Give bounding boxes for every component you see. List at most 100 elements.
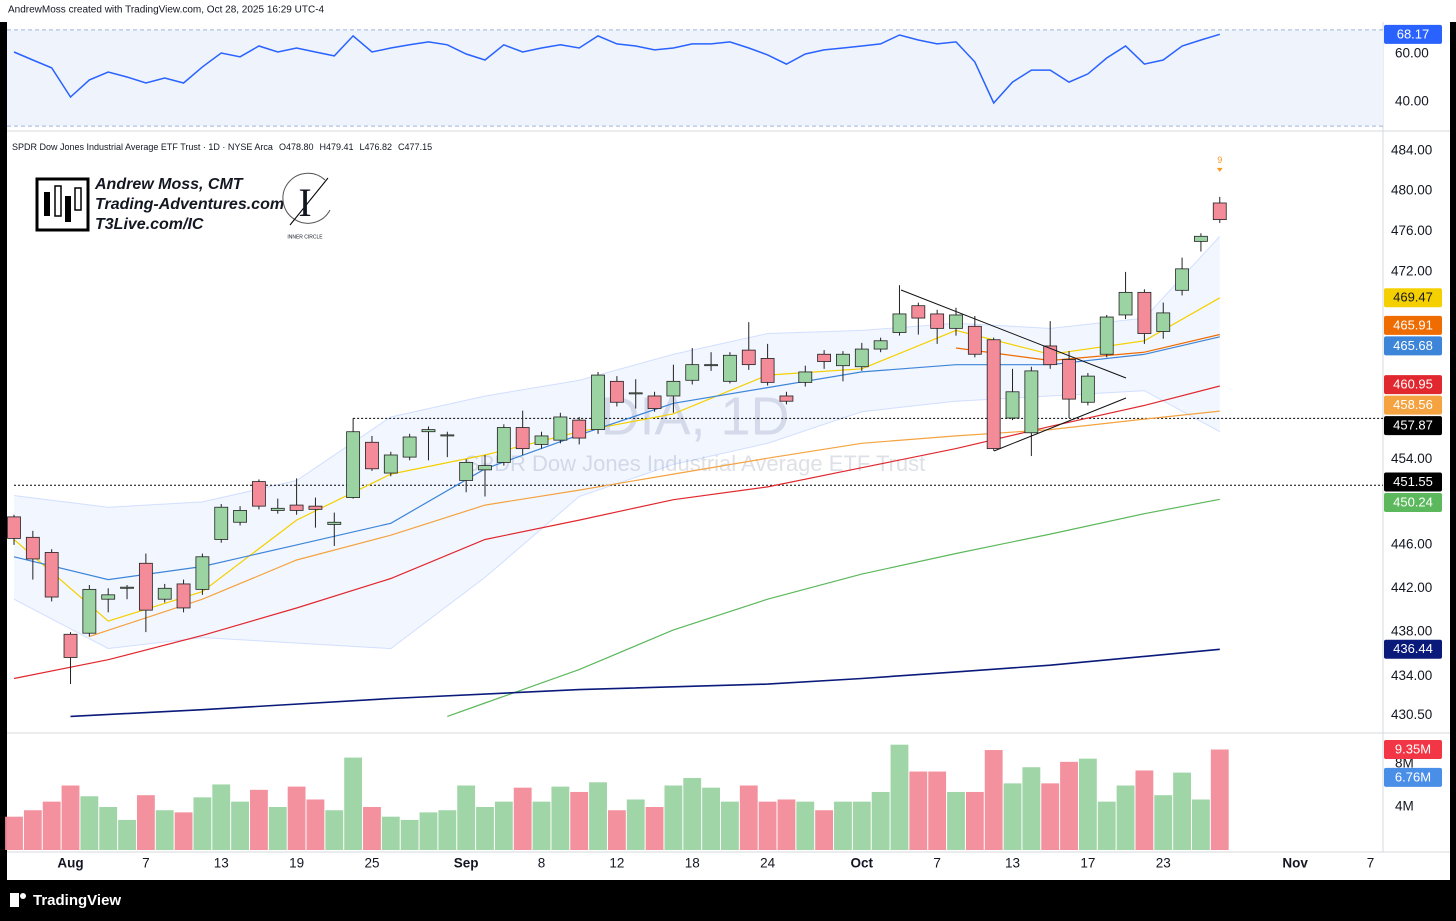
price-tag-label: 469.47 xyxy=(1393,290,1433,305)
candle-body xyxy=(741,349,756,366)
legend-name: SPDR Dow Jones Industrial Average ETF Tr… xyxy=(12,142,273,152)
volume-bar xyxy=(777,799,796,850)
volume-bar xyxy=(815,810,834,850)
candle-body xyxy=(704,364,718,367)
candle-body xyxy=(836,353,850,367)
candle-body xyxy=(892,313,907,333)
candle-body xyxy=(666,380,681,397)
y-tick-label: 484.00 xyxy=(1391,143,1432,158)
candle-body xyxy=(854,348,869,368)
volume-bar xyxy=(1116,785,1135,850)
logo-candle xyxy=(65,196,71,222)
price-plot xyxy=(7,196,1383,718)
rsi-line xyxy=(13,33,1221,105)
candle-body xyxy=(911,305,926,319)
price-tag xyxy=(1384,416,1442,436)
candle-body xyxy=(120,586,134,589)
candle-body xyxy=(1156,312,1171,332)
candle-body xyxy=(402,436,417,458)
candle-body xyxy=(553,416,568,441)
candle-body xyxy=(383,454,398,474)
band-edge xyxy=(13,235,1221,508)
x-tick-label: Oct xyxy=(851,856,874,871)
x-tick-label: 18 xyxy=(685,856,700,871)
candle-body xyxy=(1118,291,1133,316)
x-tick-label: 17 xyxy=(1080,856,1095,871)
candle-body xyxy=(7,516,21,539)
candle-body xyxy=(63,633,78,658)
annotation: 9 xyxy=(1217,155,1222,165)
volume-bar xyxy=(212,784,231,850)
candle-body xyxy=(817,353,832,362)
y-tick-label: 430.50 xyxy=(1391,707,1432,722)
y-tick-label: 442.00 xyxy=(1391,580,1432,595)
x-tick-label: 13 xyxy=(214,856,229,871)
price-tag-label: 451.55 xyxy=(1393,474,1433,489)
volume-bar xyxy=(532,801,551,850)
rsi-band xyxy=(7,29,1383,127)
logo-candle xyxy=(54,185,62,217)
volume-bar xyxy=(344,757,363,850)
ohlc: L476.82 xyxy=(360,142,393,152)
volume-bar xyxy=(438,810,457,850)
candle-body xyxy=(327,521,342,525)
volume-bar xyxy=(551,786,570,850)
candle-body xyxy=(459,462,474,481)
watermark-symbol: DIA, 1D xyxy=(600,386,789,446)
average-line xyxy=(70,648,1220,718)
price-tag-label: 460.95 xyxy=(1393,377,1433,392)
candle-body xyxy=(760,358,775,383)
x-tick-label: Nov xyxy=(1282,856,1308,871)
ohlc: C477.15 xyxy=(398,142,432,152)
price-tag xyxy=(1384,639,1442,659)
candle-body xyxy=(685,364,700,381)
volume-bar xyxy=(721,801,739,850)
volume-bar xyxy=(1154,795,1173,850)
legend: SPDR Dow Jones Industrial Average ETF Tr… xyxy=(12,142,432,152)
candle-body xyxy=(82,588,97,634)
candle-body xyxy=(1024,370,1039,434)
volume-tick-label: 8M xyxy=(1395,756,1414,771)
candle-body xyxy=(195,556,210,590)
candle-body xyxy=(591,374,605,431)
volume-bar xyxy=(23,810,42,850)
price-tag xyxy=(1384,336,1442,356)
chart-area xyxy=(7,22,1450,880)
price-tag xyxy=(1384,472,1442,492)
candle-body xyxy=(252,481,266,507)
x-tick-label: 7 xyxy=(933,856,941,871)
x-tick-label: 12 xyxy=(609,856,624,871)
price-tag-label: 436.44 xyxy=(1393,641,1433,656)
candle-body xyxy=(1212,202,1227,221)
volume-bar xyxy=(118,819,136,850)
badge-slash xyxy=(289,177,329,226)
rsi-tick-label: 40.00 xyxy=(1395,94,1429,109)
price-tag-label: 68.17 xyxy=(1397,26,1430,41)
volume-bar xyxy=(1078,758,1097,850)
candle-body xyxy=(1080,375,1095,403)
candle-body xyxy=(440,434,455,437)
ohlc: O478.80 xyxy=(279,142,314,152)
volume-bar xyxy=(174,812,193,850)
annotation-arrow xyxy=(1216,167,1223,172)
volume-bar xyxy=(457,785,476,850)
footer: TradingView xyxy=(10,892,121,909)
volume-bar xyxy=(871,791,890,850)
volume-bar xyxy=(80,796,99,850)
volume-bar xyxy=(626,799,645,850)
price-tag xyxy=(1384,288,1442,308)
price-tag-label: 6.76M xyxy=(1395,769,1431,784)
x-tick-label: 19 xyxy=(289,856,304,871)
volume-bar xyxy=(834,801,852,850)
top-bar xyxy=(0,0,1456,22)
candle-body xyxy=(1062,359,1076,400)
candle-body xyxy=(1175,268,1189,291)
volume-bar xyxy=(570,791,589,850)
volume-bar xyxy=(1135,770,1154,850)
candle-body xyxy=(44,552,59,598)
trendline xyxy=(993,397,1127,452)
volume-bar xyxy=(739,785,758,850)
candle-body xyxy=(647,395,662,409)
candle-body xyxy=(1194,235,1208,242)
